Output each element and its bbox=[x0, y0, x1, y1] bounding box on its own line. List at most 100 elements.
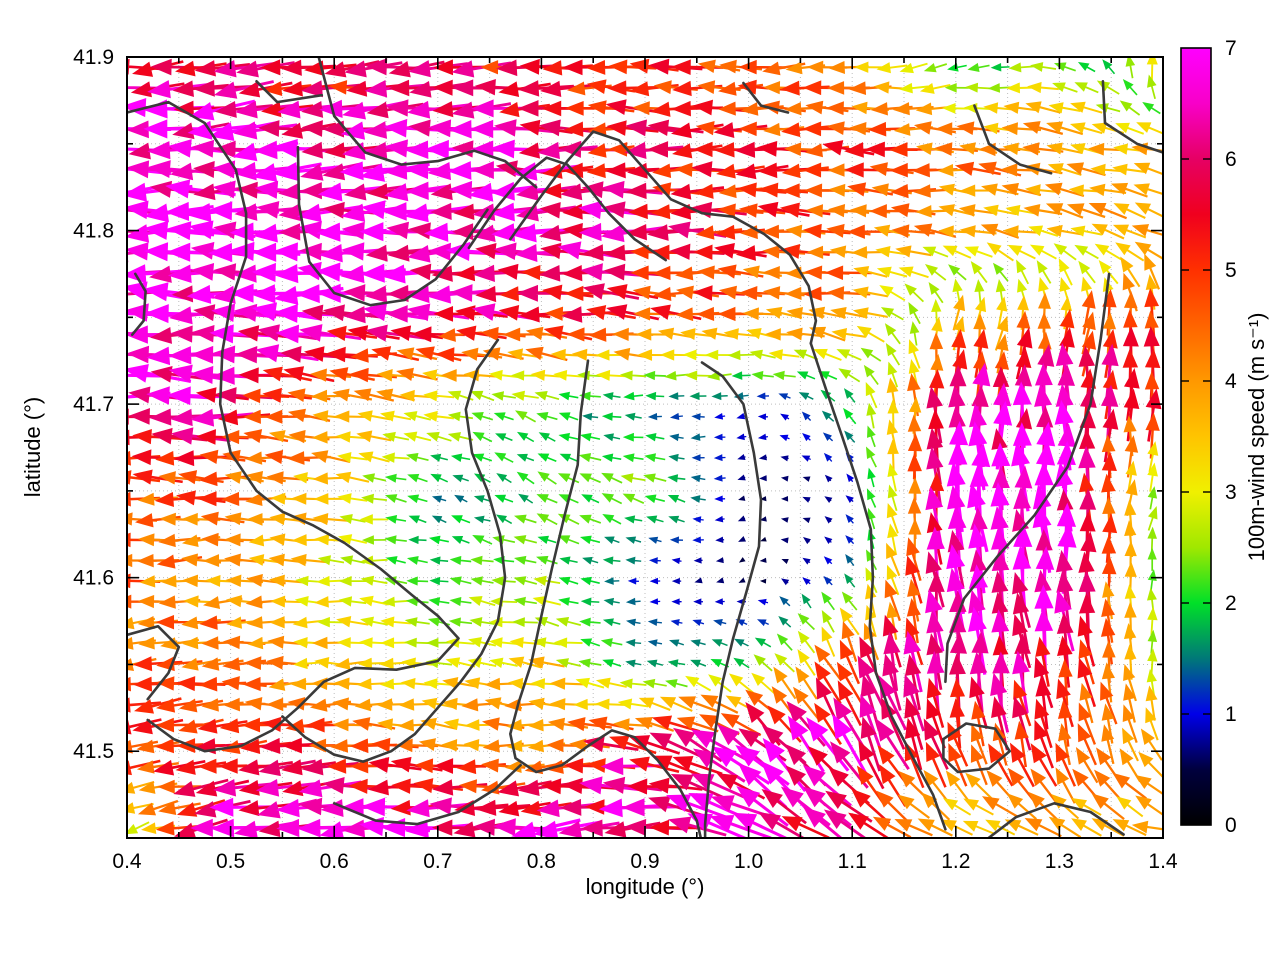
wind-arrow bbox=[1112, 772, 1147, 800]
wind-arrow bbox=[1079, 682, 1094, 724]
wind-arrow bbox=[728, 673, 754, 694]
wind-arrow bbox=[797, 649, 816, 676]
wind-arrow bbox=[667, 659, 686, 668]
colorbar: 0 1 2 3 4 5 6 7 bbox=[1180, 37, 1237, 837]
wind-arrow bbox=[1119, 100, 1141, 116]
wind-arrow bbox=[513, 596, 537, 607]
wind-arrow bbox=[690, 433, 706, 441]
wind-arrow bbox=[867, 507, 876, 530]
wind-arrow bbox=[845, 553, 855, 567]
wind-arrow bbox=[947, 721, 969, 767]
x-tick-label: 1.2 bbox=[941, 850, 970, 873]
wind-arrow bbox=[1075, 746, 1099, 784]
colorbar-tick-label: 0 bbox=[1225, 814, 1237, 837]
wind-arrow bbox=[336, 616, 369, 628]
wind-arrow bbox=[536, 412, 558, 421]
wind-arrow bbox=[559, 453, 578, 462]
wind-arrow bbox=[690, 639, 706, 647]
wind-arrow bbox=[899, 82, 929, 94]
wind-arrow bbox=[1101, 724, 1115, 765]
wind-arrow bbox=[1147, 547, 1157, 571]
wind-arrow bbox=[737, 454, 746, 460]
wind-arrow bbox=[944, 83, 969, 93]
wind-arrow bbox=[795, 666, 818, 700]
wind-arrow bbox=[801, 455, 811, 462]
wind-arrow bbox=[127, 759, 161, 776]
wind-arrow bbox=[1077, 657, 1097, 708]
wind-arrow bbox=[403, 431, 432, 442]
wind-arrow bbox=[1122, 727, 1139, 762]
wind-arrow bbox=[558, 597, 579, 606]
y-axis-label: latitude (°) bbox=[20, 396, 45, 498]
wind-arrow bbox=[1135, 795, 1163, 816]
wind-arrow bbox=[691, 413, 705, 421]
wind-arrow bbox=[357, 410, 391, 422]
wind-arrow bbox=[317, 555, 345, 566]
wind-arrow bbox=[1125, 57, 1136, 79]
wind-arrow bbox=[558, 412, 579, 421]
colorbar-tick-label: 7 bbox=[1225, 37, 1237, 60]
wind-arrow bbox=[1144, 253, 1161, 290]
wind-arrow bbox=[824, 536, 833, 545]
wind-arrow bbox=[709, 815, 772, 838]
wind-arrow bbox=[601, 453, 622, 462]
wind-arrow bbox=[428, 597, 450, 607]
wind-arrow bbox=[942, 245, 972, 259]
contour-line bbox=[467, 156, 667, 262]
wind-arrow bbox=[448, 617, 473, 627]
wind-arrow bbox=[1030, 768, 1058, 804]
wind-arrow bbox=[1131, 224, 1163, 237]
wind-arrow bbox=[429, 556, 449, 565]
wind-arrow bbox=[627, 577, 639, 585]
wind-arrow bbox=[514, 410, 537, 423]
wind-arrow bbox=[430, 453, 448, 462]
wind-arrow bbox=[792, 686, 820, 721]
wind-arrow bbox=[516, 431, 535, 443]
wind-arrow bbox=[555, 658, 582, 668]
wind-arrow bbox=[380, 616, 411, 628]
wind-arrow bbox=[754, 637, 772, 648]
contour-line bbox=[281, 338, 507, 763]
wind-arrow bbox=[736, 433, 747, 441]
wind-arrow bbox=[311, 450, 351, 463]
wind-arrow bbox=[758, 812, 806, 838]
wind-arrow bbox=[738, 577, 746, 583]
wind-arrow bbox=[578, 658, 602, 668]
quiver-field bbox=[127, 57, 1163, 838]
wind-arrow bbox=[717, 264, 764, 279]
wind-arrow bbox=[625, 536, 642, 544]
wind-arrow bbox=[866, 402, 877, 429]
wind-arrow bbox=[472, 453, 493, 462]
wind-arrow bbox=[470, 555, 494, 566]
wind-arrow bbox=[451, 535, 470, 544]
x-tick-label: 0.8 bbox=[527, 850, 556, 873]
wind-arrow bbox=[1147, 441, 1159, 473]
wind-arrow bbox=[801, 411, 812, 421]
wind-arrow bbox=[772, 370, 796, 381]
wind-arrow bbox=[715, 536, 725, 543]
wind-arrow bbox=[690, 474, 706, 483]
wind-arrow bbox=[602, 659, 622, 668]
wind-arrow bbox=[509, 636, 541, 649]
wind-arrow bbox=[693, 598, 703, 605]
wind-arrow bbox=[839, 639, 861, 685]
wind-arrow bbox=[579, 432, 601, 442]
wind-arrow bbox=[620, 370, 647, 381]
wind-arrow bbox=[852, 307, 888, 319]
wind-arrow bbox=[602, 618, 621, 627]
wind-arrow bbox=[624, 412, 642, 421]
wind-arrow bbox=[1029, 244, 1057, 260]
wind-arrow bbox=[852, 286, 889, 299]
wind-arrow bbox=[1101, 662, 1115, 703]
wind-arrow bbox=[1008, 62, 1035, 73]
wind-arrow bbox=[798, 392, 814, 401]
wind-arrow bbox=[430, 473, 449, 483]
wind-arrow bbox=[863, 364, 879, 386]
wind-arrow bbox=[802, 577, 811, 586]
wind-arrow bbox=[518, 493, 534, 504]
wind-arrow bbox=[471, 411, 494, 421]
contour-line bbox=[509, 359, 703, 838]
wind-arrow bbox=[513, 555, 537, 565]
wind-arrow bbox=[1112, 224, 1147, 239]
wind-arrow bbox=[404, 617, 430, 627]
